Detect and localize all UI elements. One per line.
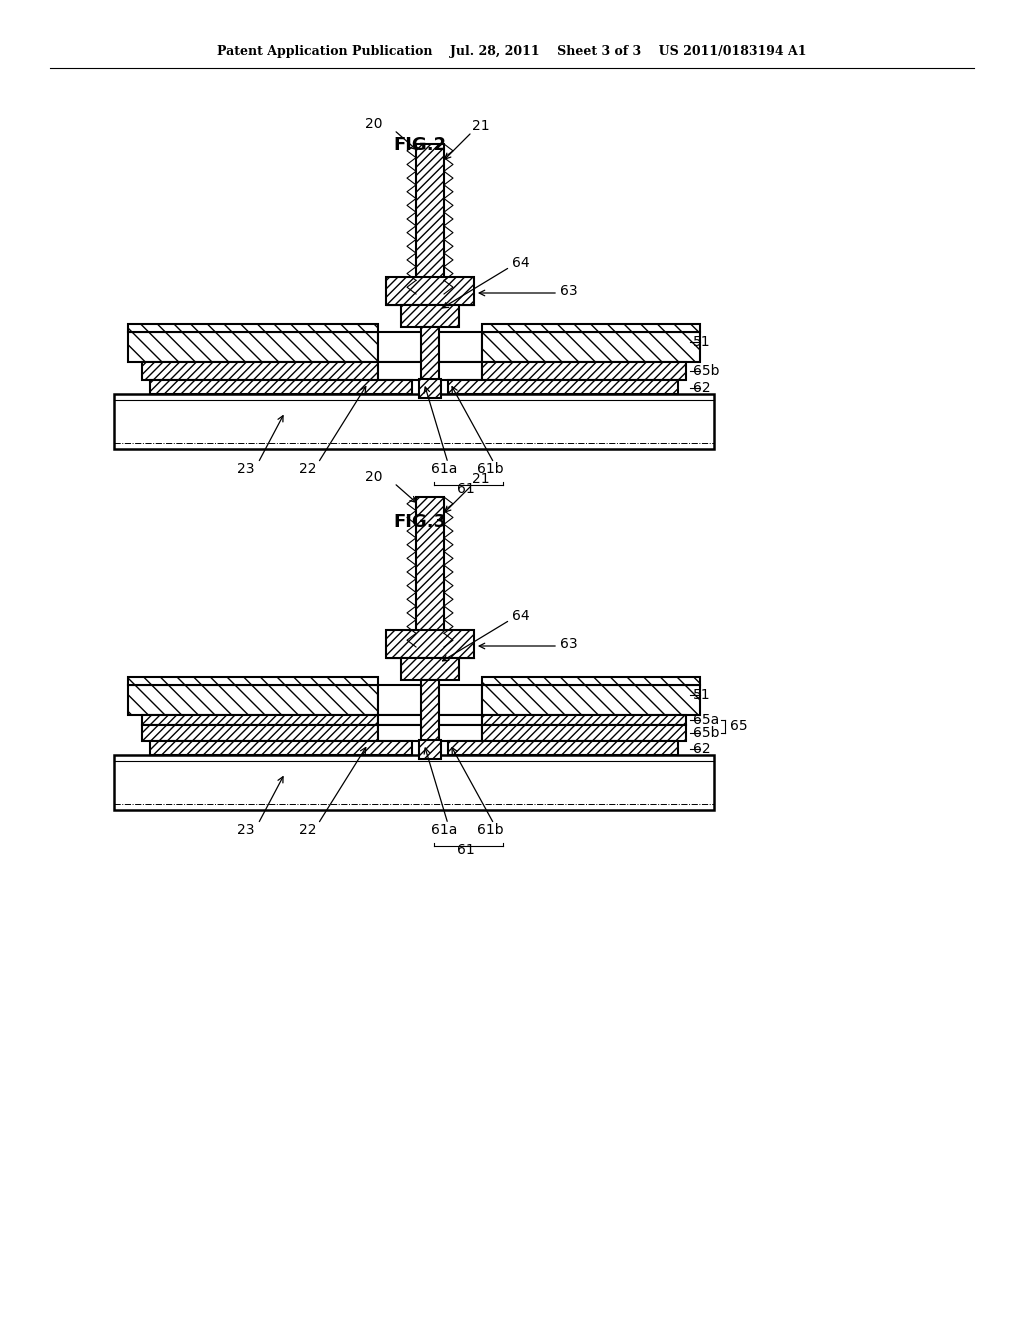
- Text: 65b: 65b: [693, 726, 720, 741]
- Text: 51: 51: [693, 335, 711, 348]
- Text: 21: 21: [472, 473, 489, 486]
- Text: 61: 61: [457, 482, 475, 496]
- Text: 63: 63: [560, 638, 578, 651]
- Bar: [142, 362, 378, 380]
- Bar: [114, 393, 714, 449]
- Text: FIG.2: FIG.2: [393, 136, 446, 154]
- Text: 23: 23: [238, 462, 255, 477]
- Bar: [142, 715, 378, 725]
- Text: Patent Application Publication    Jul. 28, 2011    Sheet 3 of 3    US 2011/01831: Patent Application Publication Jul. 28, …: [217, 45, 807, 58]
- Bar: [128, 323, 378, 333]
- Text: 65b: 65b: [693, 364, 720, 378]
- Bar: [386, 630, 474, 657]
- Text: 61a: 61a: [431, 822, 457, 837]
- Text: 22: 22: [299, 462, 316, 477]
- Text: 64: 64: [512, 256, 529, 271]
- Bar: [482, 362, 686, 380]
- Bar: [482, 725, 686, 741]
- Text: 61b: 61b: [477, 822, 504, 837]
- Bar: [150, 741, 412, 755]
- Bar: [482, 323, 700, 333]
- Text: 61b: 61b: [477, 462, 504, 477]
- Bar: [419, 741, 441, 759]
- Bar: [378, 725, 482, 741]
- Text: 61: 61: [457, 843, 475, 857]
- Bar: [386, 277, 474, 305]
- Text: 22: 22: [299, 822, 316, 837]
- Text: 62: 62: [693, 381, 711, 395]
- Bar: [449, 380, 678, 393]
- Bar: [482, 685, 700, 715]
- Bar: [421, 327, 439, 393]
- Bar: [416, 498, 444, 647]
- Text: FIG.3: FIG.3: [393, 513, 446, 531]
- Text: 61a: 61a: [431, 462, 457, 477]
- Bar: [142, 725, 378, 741]
- Text: 64: 64: [512, 609, 529, 623]
- Bar: [378, 715, 482, 725]
- Bar: [128, 685, 378, 715]
- Text: 20: 20: [366, 117, 383, 131]
- Bar: [128, 677, 378, 685]
- Text: 20: 20: [366, 470, 383, 484]
- Text: 51: 51: [693, 688, 711, 702]
- Bar: [449, 741, 678, 755]
- Text: 23: 23: [238, 822, 255, 837]
- Bar: [421, 680, 439, 755]
- Bar: [378, 333, 482, 362]
- Text: 63: 63: [560, 284, 578, 298]
- Bar: [150, 380, 412, 393]
- Bar: [416, 144, 444, 294]
- Bar: [419, 379, 441, 399]
- Bar: [378, 685, 482, 715]
- Bar: [482, 677, 700, 685]
- Text: 21: 21: [472, 119, 489, 133]
- Bar: [401, 305, 459, 327]
- Bar: [378, 362, 482, 380]
- Text: 65: 65: [730, 719, 748, 733]
- Bar: [482, 333, 700, 362]
- Bar: [114, 755, 714, 810]
- Text: 62: 62: [693, 742, 711, 756]
- Text: 65a: 65a: [693, 713, 719, 727]
- Bar: [128, 333, 378, 362]
- Bar: [482, 715, 686, 725]
- Bar: [401, 657, 459, 680]
